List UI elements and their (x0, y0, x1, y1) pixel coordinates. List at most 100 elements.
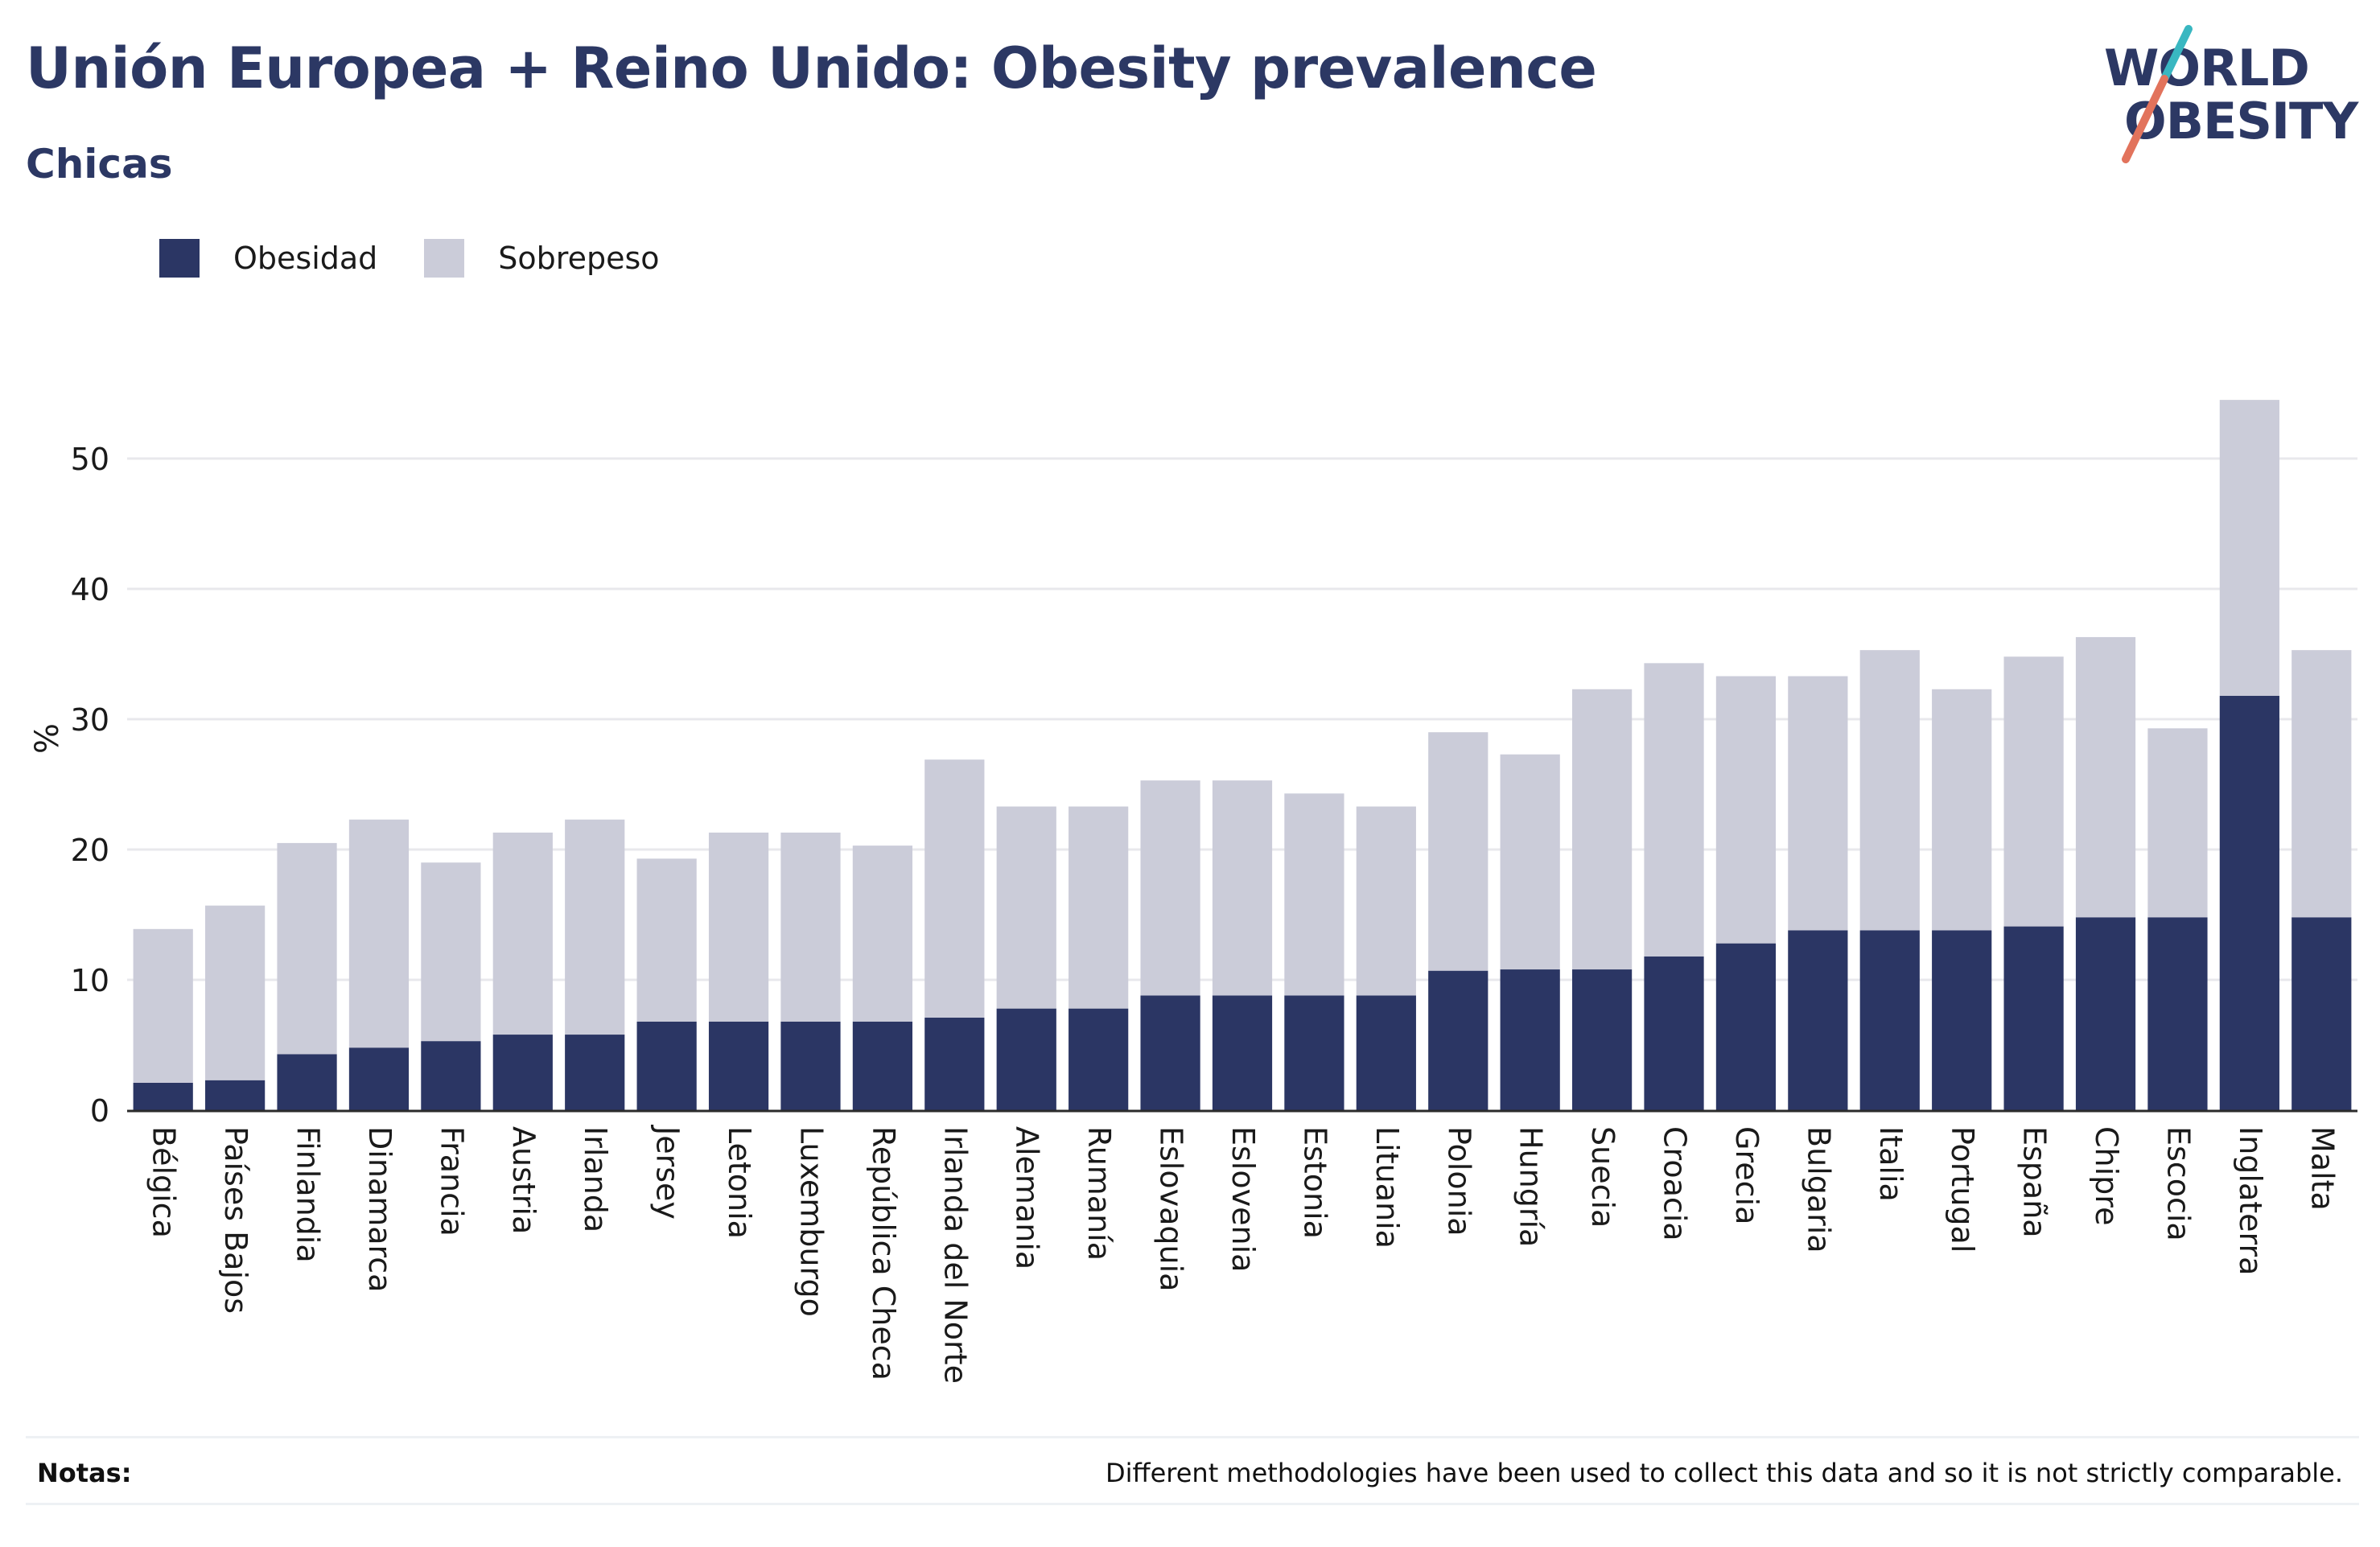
bar-sobrepeso (2291, 650, 2352, 918)
x-tick-label: Croacia (1657, 1126, 1693, 1241)
bar-obesidad (636, 1021, 697, 1110)
notes-text: Different methodologies have been used t… (1106, 1458, 2343, 1488)
x-tick-label: Hungría (1513, 1126, 1549, 1247)
bar-obesidad (1859, 930, 1920, 1110)
x-tick-label: Alemania (1010, 1126, 1045, 1269)
bar-sobrepeso (1284, 793, 1344, 996)
x-tick-label: Francia (434, 1126, 469, 1236)
bar-obesidad (924, 1017, 985, 1110)
bar-sobrepeso (2147, 728, 2208, 918)
bar-sobrepeso (277, 842, 337, 1055)
y-tick-label: 0 (90, 1093, 109, 1129)
x-tick-label: Letonia (722, 1126, 757, 1239)
bar-obesidad (780, 1021, 841, 1110)
bar-obesidad (708, 1021, 769, 1110)
bar-sobrepeso (1140, 780, 1200, 996)
bar-sobrepeso (1500, 754, 1560, 970)
x-tick-label: Irlanda del Norte (937, 1126, 973, 1384)
bar-obesidad (2003, 926, 2064, 1110)
legend-swatch-sobrepeso (424, 239, 465, 278)
bar-sobrepeso (492, 832, 553, 1035)
x-tick-label: Estonia (1297, 1126, 1332, 1239)
bar-obesidad (1428, 970, 1489, 1110)
x-tick-label: Portugal (1945, 1126, 1980, 1253)
x-tick-label: España (2017, 1126, 2053, 1238)
bar-sobrepeso (421, 862, 481, 1042)
bar-obesidad (1500, 969, 1560, 1110)
bar-obesidad (1715, 943, 1777, 1110)
bar-obesidad (996, 1008, 1056, 1110)
y-tick-label: 30 (71, 702, 109, 738)
x-tick-label: Finlandia (290, 1126, 326, 1263)
bar-sobrepeso (1932, 689, 1992, 931)
x-tick-label: Irlanda (578, 1126, 613, 1232)
y-tick-label: 20 (71, 833, 109, 868)
x-tick-label: Dinamarca (362, 1126, 397, 1292)
bar-obesidad (205, 1080, 266, 1110)
bar-sobrepeso (2003, 656, 2064, 927)
bar-sobrepeso (2075, 636, 2136, 918)
x-tick-label: Países Bajos (218, 1126, 253, 1314)
bar-sobrepeso (348, 819, 410, 1048)
x-tick-label: Malta (2304, 1126, 2340, 1211)
bar-obesidad (1212, 995, 1273, 1110)
bar-sobrepeso (1069, 806, 1129, 1009)
bar-sobrepeso (1859, 650, 1920, 931)
bar-sobrepeso (780, 832, 841, 1022)
bar-obesidad (1932, 930, 1992, 1110)
y-tick-label: 10 (71, 963, 109, 998)
bar-obesidad (1069, 1008, 1129, 1110)
x-tick-label: Jersey (650, 1125, 686, 1220)
bar-obesidad (492, 1035, 553, 1110)
x-tick-label: República Checa (866, 1126, 901, 1380)
bar-obesidad (2219, 695, 2279, 1110)
bar-obesidad (1644, 956, 1704, 1110)
x-tick-label: Escocia (2160, 1126, 2196, 1241)
bar-obesidad (2291, 917, 2352, 1110)
bar-sobrepeso (1212, 780, 1273, 996)
logo-slash-icon (2122, 25, 2193, 163)
x-tick-label: Italia (1873, 1126, 1909, 1202)
x-tick-label: Polonia (1441, 1126, 1476, 1236)
bar-obesidad (1140, 995, 1200, 1110)
legend-item-obesidad: Obesidad (159, 239, 377, 278)
logo-line-2: OBESITY (2124, 92, 2358, 150)
bar-sobrepeso (2219, 400, 2279, 696)
bar-obesidad (565, 1035, 625, 1110)
bar-sobrepeso (1356, 806, 1416, 996)
x-tick-label: Suecia (1585, 1126, 1620, 1228)
logo-line-1: WORLD (2104, 39, 2310, 97)
bar-obesidad (421, 1041, 481, 1110)
x-tick-label: Chipre (2089, 1126, 2124, 1225)
bar-obesidad (2075, 917, 2136, 1110)
bar-sobrepeso (1428, 732, 1489, 971)
bar-obesidad (2147, 917, 2208, 1110)
legend-swatch-obesidad (159, 239, 200, 278)
legend-label-obesidad: Obesidad (233, 241, 378, 276)
bar-obesidad (1356, 995, 1416, 1110)
x-tick-label: Luxemburgo (793, 1126, 829, 1317)
x-tick-label: Bélgica (146, 1126, 182, 1238)
bar-sobrepeso (996, 806, 1056, 1009)
legend-item-sobrepeso: Sobrepeso (424, 239, 660, 278)
x-tick-label: Eslovenia (1225, 1126, 1261, 1272)
world-obesity-logo: WORLD OBESITY (2100, 23, 2366, 167)
bar-obesidad (348, 1047, 410, 1110)
bar-sobrepeso (565, 819, 625, 1035)
axis-layer: 0 10 20 30 40 50 Bélgica Países Bajos Finlandia D… (71, 442, 2357, 1384)
chart-subtitle: Chicas (26, 141, 173, 187)
notes-top-divider (26, 1436, 2359, 1438)
bar-obesidad (852, 1021, 913, 1110)
bar-obesidad (1284, 995, 1344, 1110)
bar-obesidad (277, 1054, 337, 1110)
bar-sobrepeso (924, 759, 985, 1018)
legend-label-sobrepeso: Sobrepeso (498, 241, 660, 276)
bar-sobrepeso (852, 846, 913, 1022)
x-tick-label: Lituania (1369, 1126, 1405, 1249)
notes-bottom-divider (26, 1503, 2359, 1505)
y-tick-label: 40 (71, 572, 109, 607)
x-tick-label: Inglaterra (2233, 1126, 2268, 1275)
bar-sobrepeso (1571, 689, 1633, 970)
bar-sobrepeso (1788, 676, 1848, 931)
